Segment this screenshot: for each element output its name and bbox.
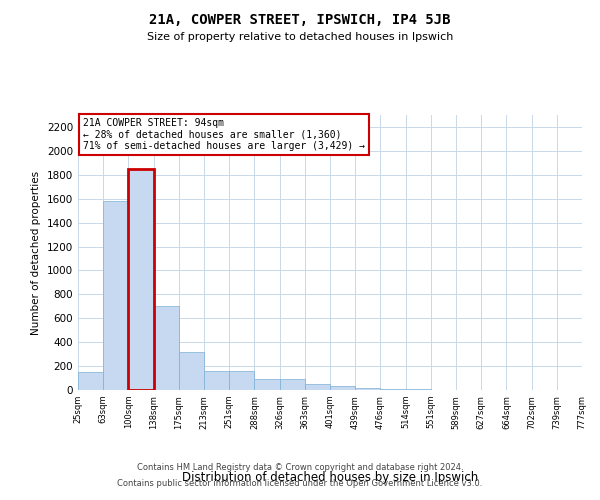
Bar <box>305 384 330 390</box>
Text: Size of property relative to detached houses in Ipswich: Size of property relative to detached ho… <box>147 32 453 42</box>
Bar <box>154 306 179 390</box>
Bar <box>280 379 305 390</box>
Text: Contains public sector information licensed under the Open Government Licence v3: Contains public sector information licen… <box>118 478 482 488</box>
Bar <box>380 389 406 390</box>
Bar <box>355 388 380 390</box>
Bar <box>179 352 204 390</box>
Bar <box>78 372 103 390</box>
Bar <box>128 169 154 390</box>
Text: 21A, COWPER STREET, IPSWICH, IP4 5JB: 21A, COWPER STREET, IPSWICH, IP4 5JB <box>149 12 451 26</box>
Text: Contains HM Land Registry data © Crown copyright and database right 2024.: Contains HM Land Registry data © Crown c… <box>137 464 463 472</box>
Bar <box>254 379 280 390</box>
Bar <box>204 371 229 390</box>
Bar <box>103 201 128 390</box>
X-axis label: Distribution of detached houses by size in Ipswich: Distribution of detached houses by size … <box>182 470 478 484</box>
Bar <box>330 386 355 390</box>
Y-axis label: Number of detached properties: Number of detached properties <box>31 170 41 334</box>
Text: 21A COWPER STREET: 94sqm
← 28% of detached houses are smaller (1,360)
71% of sem: 21A COWPER STREET: 94sqm ← 28% of detach… <box>83 118 365 151</box>
Bar <box>229 371 254 390</box>
